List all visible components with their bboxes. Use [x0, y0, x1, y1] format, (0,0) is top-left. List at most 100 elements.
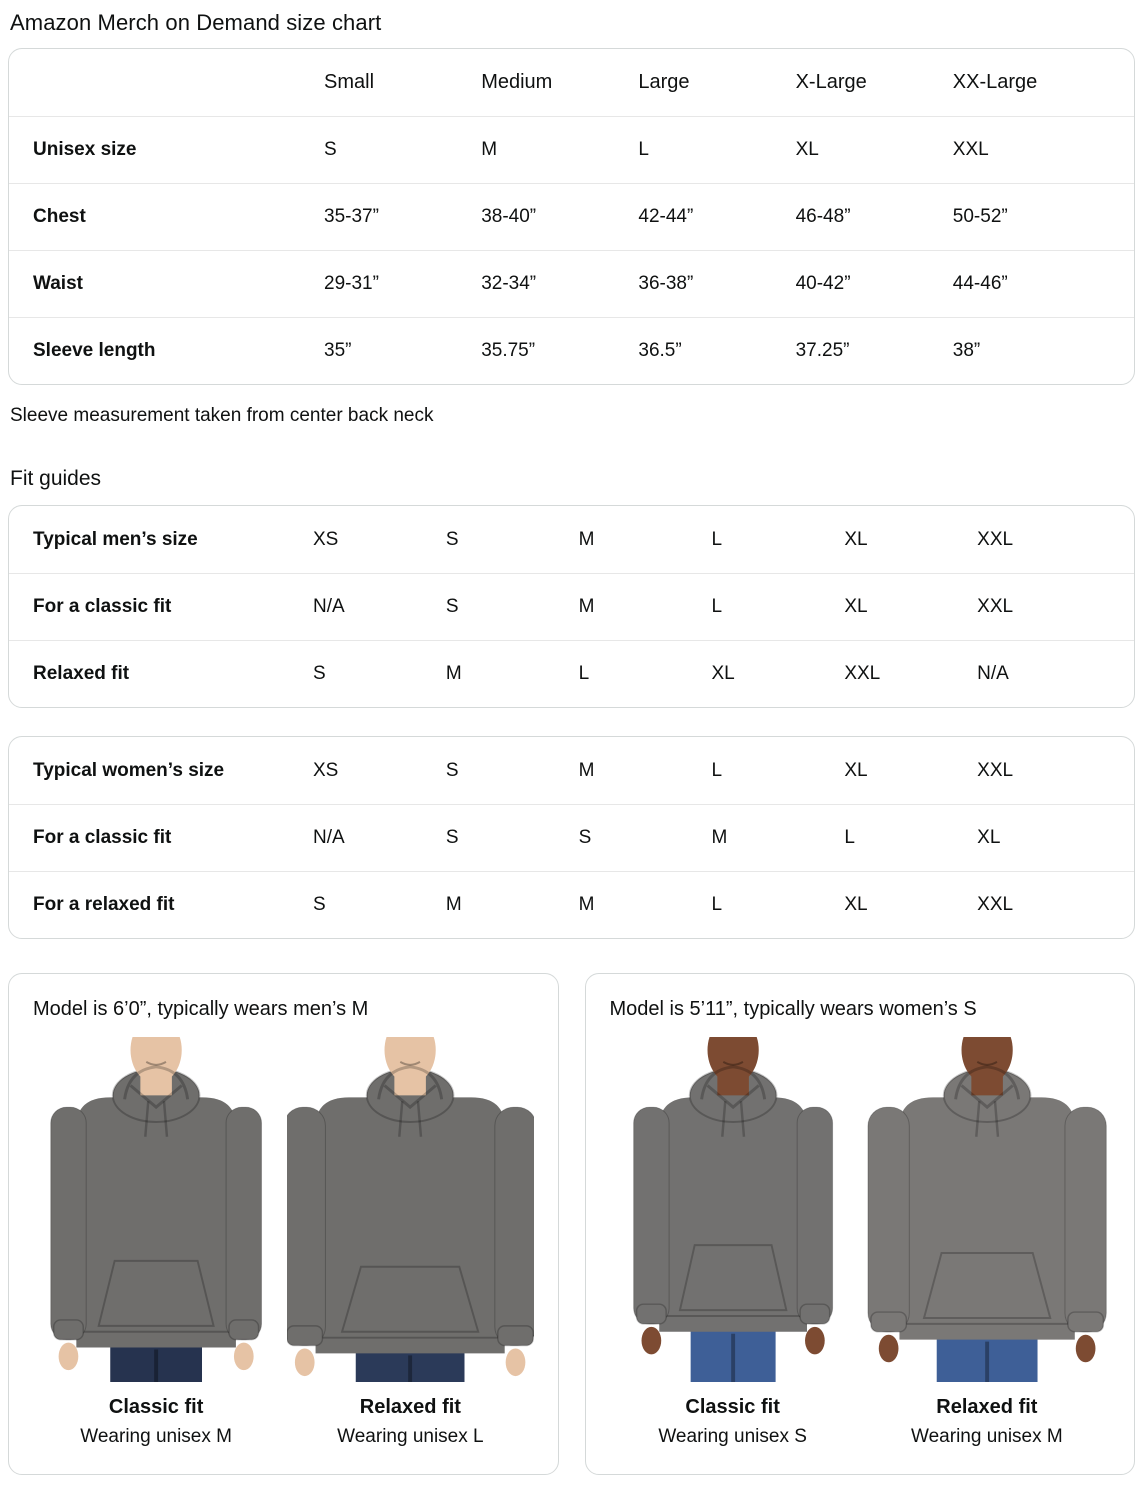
fit-cell: XS — [313, 528, 339, 550]
wearing-size-label: Wearing unisex M — [80, 1426, 232, 1447]
fit-cell: XL — [844, 596, 868, 617]
fit-cell: S — [313, 894, 326, 915]
row-label: Chest — [33, 206, 86, 227]
fit-cell: XS — [313, 759, 339, 781]
size-cell: XL — [795, 139, 819, 160]
fit-cell: M — [578, 759, 595, 781]
table-row: For a classic fit N/A S S M L XL — [9, 804, 1134, 871]
size-cell: 38” — [952, 340, 981, 361]
fit-cell: M — [445, 663, 462, 684]
size-cell: S — [324, 139, 337, 160]
fit-cell: M — [578, 596, 595, 617]
size-cell: XXL — [952, 139, 989, 160]
model-fit-cards: Model is 6’0”, typically wears men’s M Cl… — [8, 973, 1135, 1475]
model-card: Model is 6’0”, typically wears men’s M Cl… — [8, 973, 559, 1475]
row-label: Waist — [33, 273, 83, 294]
fit-type-label: Relaxed fit — [936, 1396, 1038, 1418]
fit-cell: XXL — [977, 528, 1014, 550]
size-cell: 50-52” — [952, 206, 1008, 227]
fit-cell: L — [711, 528, 723, 550]
fit-cell: N/A — [313, 827, 345, 848]
model-photo — [33, 1037, 280, 1382]
mens-fit-guide: Typical men’s size XS S M L XL XXL For a classi… — [8, 505, 1135, 708]
fit-cell: XXL — [977, 596, 1014, 617]
table-row: Relaxed fit S M L XL XXL N/A — [9, 640, 1134, 707]
table-row: For a classic fit N/A S M L XL XXL — [9, 573, 1134, 640]
size-chart-table: Small Medium Large X-Large XX-Large Unisex si… — [8, 48, 1135, 385]
fit-type-label: Relaxed fit — [359, 1396, 461, 1418]
table-row: Sleeve length 35” 35.75” 36.5” 37.25” 38” — [9, 317, 1134, 384]
column-header: X-Large — [795, 71, 867, 93]
row-label: Typical women’s size — [33, 759, 225, 781]
model-photo — [609, 1037, 856, 1382]
size-cell: 36-38” — [638, 273, 694, 294]
wearing-size-label: Wearing unisex S — [658, 1426, 807, 1447]
column-header: Small — [324, 71, 375, 93]
size-cell: M — [481, 139, 498, 160]
table-row: Waist 29-31” 32-34” 36-38” 40-42” 44-46” — [9, 250, 1134, 317]
model-caption: Model is 6’0”, typically wears men’s M — [33, 998, 369, 1020]
fit-cell: XL — [711, 663, 735, 684]
fit-cell: M — [711, 827, 728, 848]
fit-cell: XXL — [844, 663, 881, 684]
fit-cell: S — [578, 827, 592, 848]
size-cell: 32-34” — [481, 273, 537, 294]
fit-cell: N/A — [977, 663, 1009, 684]
model-figure-relaxed: Relaxed fit Wearing unisex L — [287, 1037, 534, 1448]
row-label: For a relaxed fit — [33, 894, 175, 915]
size-cell: L — [638, 139, 649, 160]
fit-cell: S — [313, 663, 326, 684]
fit-type-label: Classic fit — [108, 1396, 204, 1418]
size-cell: 36.5” — [638, 340, 682, 361]
page-title: Amazon Merch on Demand size chart — [10, 10, 382, 35]
fit-cell: L — [844, 827, 855, 848]
size-cell: 29-31” — [324, 273, 379, 294]
table-row: Unisex size S M L XL XXL — [9, 116, 1134, 183]
fit-guides-section: Typical men’s size XS S M L XL XXL For a classi… — [8, 505, 1135, 939]
figure-row: Classic fit Wearing unisex M Relaxed fit We… — [33, 1037, 534, 1448]
fit-cell: L — [711, 596, 723, 617]
fit-type-label: Classic fit — [685, 1396, 780, 1418]
fit-guides-heading: Fit guides — [10, 467, 102, 490]
model-caption: Model is 5’11”, typically wears women’s … — [609, 998, 977, 1020]
fit-cell: M — [578, 894, 595, 915]
wearing-size-label: Wearing unisex L — [337, 1426, 484, 1447]
table-row: For a relaxed fit S M M L XL XXL — [9, 871, 1134, 938]
size-cell: 35.75” — [481, 340, 536, 361]
size-cell: 46-48” — [795, 206, 851, 227]
row-label: Unisex size — [33, 139, 137, 160]
fit-cell: XL — [844, 528, 868, 550]
model-figure-classic: Classic fit Wearing unisex S — [609, 1037, 856, 1448]
fit-cell: N/A — [313, 596, 345, 617]
size-cell: 37.25” — [795, 340, 850, 361]
fit-cell: S — [445, 596, 459, 617]
table-row: Chest 35-37” 38-40” 42-44” 46-48” 50-52” — [9, 183, 1134, 250]
fit-cell: XL — [844, 759, 868, 781]
size-cell: 44-46” — [952, 273, 1008, 294]
model-card: Model is 5’11”, typically wears women’s … — [584, 973, 1135, 1475]
model-photo — [287, 1037, 534, 1382]
fit-cell: XXL — [977, 759, 1014, 781]
row-label: Sleeve length — [33, 340, 156, 361]
fit-cell: L — [578, 663, 590, 684]
table-row: Typical women’s size XS S M L XL XXL — [9, 737, 1134, 804]
row-label: Relaxed fit — [33, 663, 130, 684]
size-cell: 35” — [324, 340, 352, 361]
womens-fit-guide: Typical women’s size XS S M L XL XXL For a clas… — [8, 736, 1135, 939]
size-cell: 40-42” — [795, 273, 851, 294]
row-label: Typical men’s size — [33, 528, 198, 550]
fit-cell: L — [711, 894, 723, 915]
fit-cell: XL — [844, 894, 868, 915]
fit-cell: M — [578, 528, 595, 550]
row-label: For a classic fit — [33, 827, 172, 848]
fit-cell: XL — [977, 827, 1001, 848]
wearing-size-label: Wearing unisex M — [911, 1426, 1063, 1447]
fit-cell: M — [445, 894, 462, 915]
column-header: Medium — [481, 71, 553, 93]
model-photo — [863, 1037, 1110, 1382]
table-row: Typical men’s size XS S M L XL XXL — [9, 506, 1134, 573]
size-chart-header-row: Small Medium Large X-Large XX-Large — [9, 49, 1134, 116]
model-figure-relaxed: Relaxed fit Wearing unisex M — [863, 1037, 1110, 1448]
size-cell: 38-40” — [481, 206, 537, 227]
